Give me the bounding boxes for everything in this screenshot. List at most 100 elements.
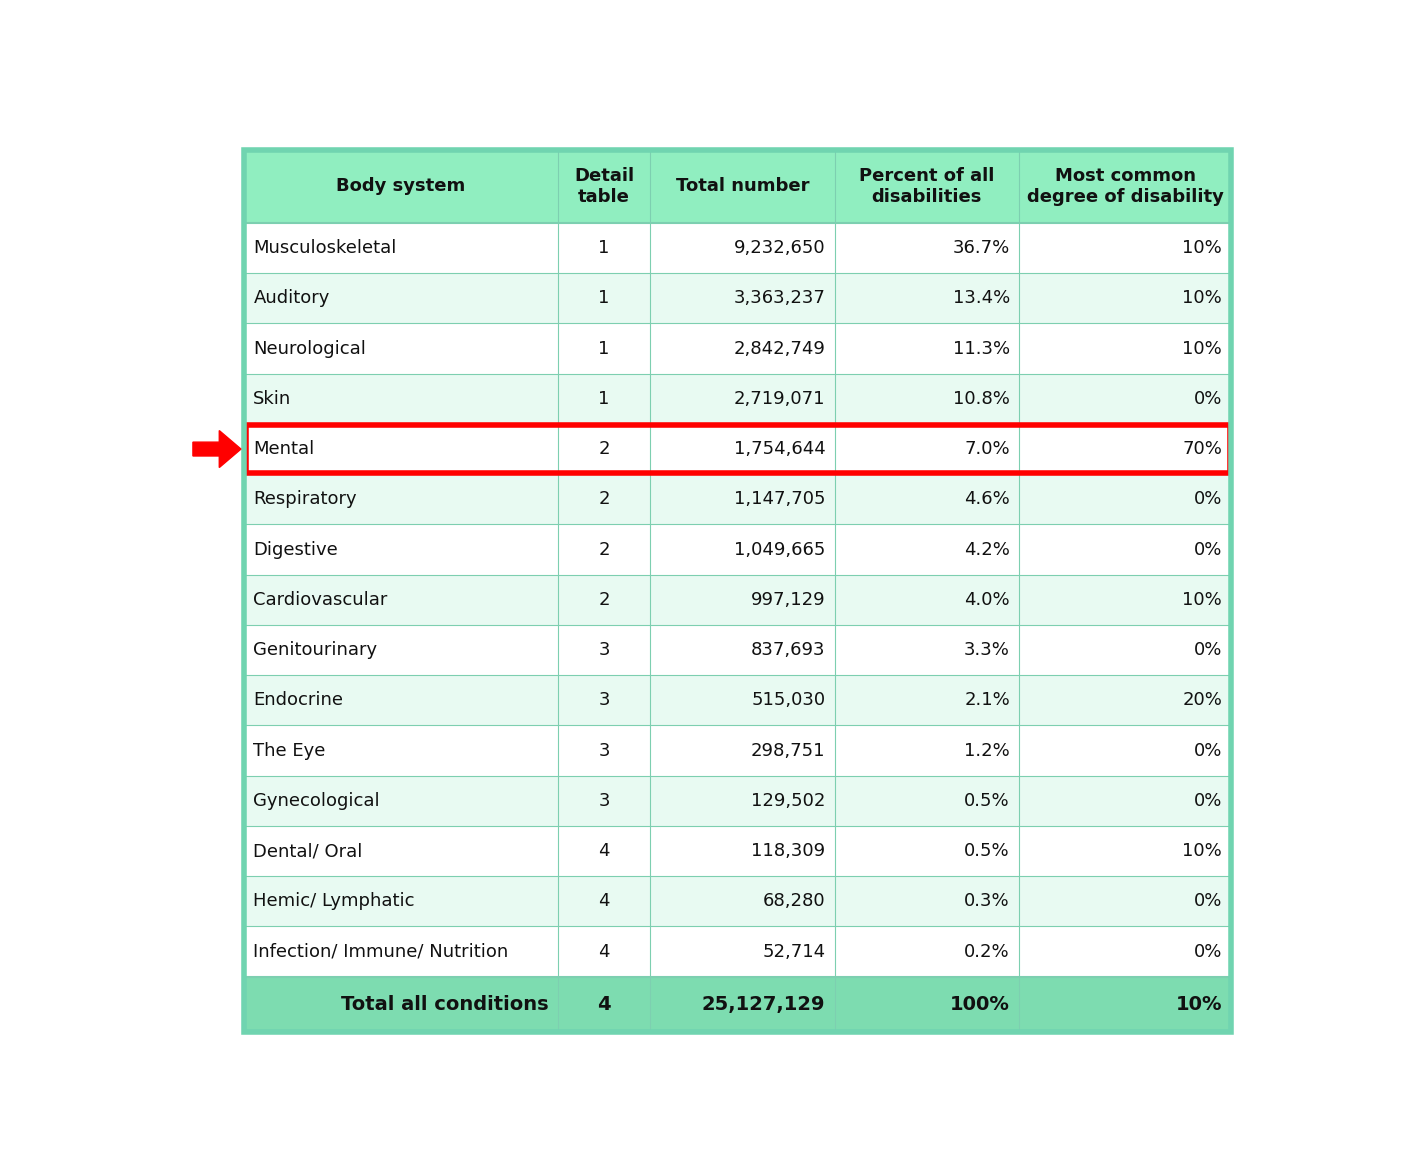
Text: 1: 1 xyxy=(598,239,609,258)
Text: 4: 4 xyxy=(598,842,609,861)
Text: 7.0%: 7.0% xyxy=(964,440,1010,458)
Text: 0.5%: 0.5% xyxy=(964,842,1010,861)
Bar xyxy=(243,273,1231,323)
Text: 2,719,071: 2,719,071 xyxy=(734,390,826,408)
Bar xyxy=(243,424,1231,474)
Text: Endocrine: Endocrine xyxy=(253,691,343,710)
Text: Neurological: Neurological xyxy=(253,340,366,357)
Text: 0.2%: 0.2% xyxy=(964,943,1010,960)
Bar xyxy=(243,676,1231,726)
Text: 3: 3 xyxy=(598,691,609,710)
Text: Total all conditions: Total all conditions xyxy=(340,995,549,1014)
Text: 997,129: 997,129 xyxy=(751,591,826,609)
Text: 3: 3 xyxy=(598,741,609,760)
Text: 4: 4 xyxy=(598,892,609,910)
Text: 3: 3 xyxy=(598,792,609,810)
Text: 1,049,665: 1,049,665 xyxy=(734,541,826,559)
Text: 2: 2 xyxy=(598,541,609,559)
Bar xyxy=(243,525,1231,575)
Text: Skin: Skin xyxy=(253,390,291,408)
Text: 70%: 70% xyxy=(1182,440,1223,458)
Text: Detail
table: Detail table xyxy=(574,167,635,206)
Text: Dental/ Oral: Dental/ Oral xyxy=(253,842,363,861)
Text: The Eye: The Eye xyxy=(253,741,326,760)
Text: 2: 2 xyxy=(598,491,609,508)
Text: 118,309: 118,309 xyxy=(751,842,826,861)
Text: 25,127,129: 25,127,129 xyxy=(702,995,826,1014)
Text: 3: 3 xyxy=(598,641,609,659)
Text: 4: 4 xyxy=(598,943,609,960)
Bar xyxy=(243,625,1231,676)
Text: 0%: 0% xyxy=(1193,741,1223,760)
Text: 298,751: 298,751 xyxy=(751,741,826,760)
Bar xyxy=(243,826,1231,876)
Text: 10%: 10% xyxy=(1182,239,1223,258)
Bar xyxy=(246,425,1230,473)
Text: 1,754,644: 1,754,644 xyxy=(733,440,826,458)
Bar xyxy=(243,374,1231,424)
Text: 4: 4 xyxy=(597,995,611,1014)
Bar xyxy=(243,575,1231,625)
Bar xyxy=(243,926,1231,977)
Text: 837,693: 837,693 xyxy=(751,641,826,659)
Text: 2.1%: 2.1% xyxy=(964,691,1010,710)
Text: Auditory: Auditory xyxy=(253,289,329,307)
Text: Hemic/ Lymphatic: Hemic/ Lymphatic xyxy=(253,892,415,910)
Text: 9,232,650: 9,232,650 xyxy=(733,239,826,258)
Text: 4.6%: 4.6% xyxy=(964,491,1010,508)
Bar xyxy=(243,977,1231,1032)
Text: Cardiovascular: Cardiovascular xyxy=(253,591,388,609)
Text: 0.5%: 0.5% xyxy=(964,792,1010,810)
Text: Genitourinary: Genitourinary xyxy=(253,641,377,659)
Text: 129,502: 129,502 xyxy=(751,792,826,810)
Text: 3.3%: 3.3% xyxy=(964,641,1010,659)
Text: 2: 2 xyxy=(598,591,609,609)
Text: 0%: 0% xyxy=(1193,892,1223,910)
Text: 10%: 10% xyxy=(1182,340,1223,357)
Text: 1: 1 xyxy=(598,289,609,307)
Text: Body system: Body system xyxy=(336,177,466,196)
Text: 2: 2 xyxy=(598,440,609,458)
Text: 10%: 10% xyxy=(1182,842,1223,861)
Text: Digestive: Digestive xyxy=(253,541,338,559)
Bar xyxy=(243,474,1231,525)
Text: 0%: 0% xyxy=(1193,641,1223,659)
Bar xyxy=(243,222,1231,273)
Text: 20%: 20% xyxy=(1182,691,1223,710)
Text: 515,030: 515,030 xyxy=(751,691,826,710)
Text: 3,363,237: 3,363,237 xyxy=(733,289,826,307)
Text: 10.8%: 10.8% xyxy=(953,390,1010,408)
Text: 0.3%: 0.3% xyxy=(964,892,1010,910)
Text: 10%: 10% xyxy=(1182,591,1223,609)
Text: 68,280: 68,280 xyxy=(763,892,826,910)
Text: Total number: Total number xyxy=(675,177,809,196)
Text: 1.2%: 1.2% xyxy=(964,741,1010,760)
Bar xyxy=(243,726,1231,775)
Text: Gynecological: Gynecological xyxy=(253,792,380,810)
Text: 4.0%: 4.0% xyxy=(964,591,1010,609)
Text: 0%: 0% xyxy=(1193,541,1223,559)
Text: 10%: 10% xyxy=(1176,995,1223,1014)
Text: 0%: 0% xyxy=(1193,491,1223,508)
Text: 0%: 0% xyxy=(1193,792,1223,810)
Text: 1,147,705: 1,147,705 xyxy=(734,491,826,508)
Text: Respiratory: Respiratory xyxy=(253,491,357,508)
Text: Percent of all
disabilities: Percent of all disabilities xyxy=(860,167,995,206)
Text: 52,714: 52,714 xyxy=(763,943,826,960)
Bar xyxy=(243,150,1231,222)
Text: Infection/ Immune/ Nutrition: Infection/ Immune/ Nutrition xyxy=(253,943,508,960)
Text: 100%: 100% xyxy=(950,995,1010,1014)
Text: 10%: 10% xyxy=(1182,289,1223,307)
Text: Most common
degree of disability: Most common degree of disability xyxy=(1027,167,1224,206)
Bar xyxy=(243,876,1231,926)
Text: 1: 1 xyxy=(598,390,609,408)
Text: Musculoskeletal: Musculoskeletal xyxy=(253,239,397,258)
Polygon shape xyxy=(193,431,241,467)
Text: 4.2%: 4.2% xyxy=(964,541,1010,559)
Text: 13.4%: 13.4% xyxy=(953,289,1010,307)
Text: 2,842,749: 2,842,749 xyxy=(733,340,826,357)
Text: 0%: 0% xyxy=(1193,943,1223,960)
Text: 0%: 0% xyxy=(1193,390,1223,408)
Bar xyxy=(243,323,1231,374)
Bar xyxy=(243,775,1231,826)
